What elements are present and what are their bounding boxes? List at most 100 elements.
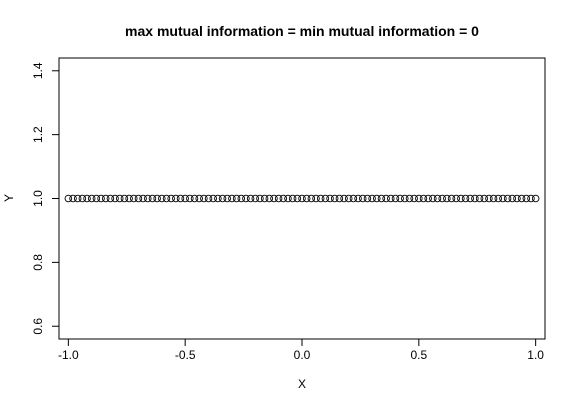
- data-point: [274, 194, 283, 203]
- data-point: [125, 194, 133, 203]
- data-point: [92, 194, 101, 203]
- data-point: [485, 194, 493, 203]
- x-tick-label: 0.5: [410, 348, 427, 362]
- data-point: [64, 194, 73, 203]
- data-point: [288, 194, 297, 203]
- data-point: [405, 194, 414, 203]
- y-tick-label: 0.6: [31, 318, 45, 335]
- data-point: [200, 194, 208, 203]
- data-point: [87, 194, 96, 203]
- data-point: [326, 194, 334, 203]
- data-point: [279, 194, 288, 203]
- data-point: [452, 194, 460, 203]
- data-point: [373, 194, 381, 203]
- data-point: [162, 194, 171, 203]
- data-point: [480, 194, 489, 203]
- data-point: [508, 194, 517, 203]
- data-point: [139, 194, 147, 203]
- data-point: [447, 194, 456, 203]
- data-point: [106, 194, 115, 203]
- data-point: [377, 194, 386, 203]
- data-point: [83, 194, 91, 203]
- data-point: [293, 194, 302, 203]
- x-axis-label: X: [298, 377, 306, 391]
- data-point: [115, 194, 124, 203]
- data-point: [513, 194, 521, 203]
- data-point: [214, 194, 222, 203]
- plot-area-frame: [58, 57, 546, 340]
- data-point: [78, 194, 87, 203]
- data-point: [144, 194, 152, 203]
- data-point: [489, 194, 498, 203]
- data-point: [307, 194, 316, 203]
- data-point: [237, 194, 245, 203]
- data-point: [228, 194, 236, 203]
- y-tick-label: 1.4: [31, 62, 45, 79]
- data-point: [340, 194, 348, 203]
- data-point: [190, 194, 199, 203]
- data-point: [344, 194, 353, 203]
- data-point: [298, 194, 306, 203]
- data-point: [359, 194, 367, 203]
- x-tick-label: -0.5: [175, 348, 196, 362]
- y-tick-label: 1.0: [31, 190, 45, 207]
- x-tick-label: -1.0: [58, 348, 79, 362]
- data-point: [457, 194, 465, 203]
- chart-title: max mutual information = min mutual info…: [125, 23, 479, 39]
- data-point: [218, 194, 227, 203]
- data-point: [396, 194, 404, 203]
- data-point: [101, 194, 110, 203]
- data-point: [349, 194, 358, 203]
- data-point: [335, 194, 344, 203]
- data-point: [246, 194, 255, 203]
- data-point: [176, 194, 185, 203]
- data-point: [424, 194, 432, 203]
- data-point: [517, 194, 526, 203]
- data-point: [242, 194, 250, 203]
- data-point: [368, 194, 376, 203]
- data-point: [260, 194, 269, 203]
- data-point: [158, 194, 166, 203]
- data-point: [461, 194, 470, 203]
- data-point: [330, 194, 339, 203]
- data-point: [69, 194, 77, 203]
- data-point: [527, 194, 535, 203]
- data-point: [321, 194, 330, 203]
- data-point: [195, 194, 203, 203]
- data-point: [265, 194, 274, 203]
- data-point: [443, 194, 451, 203]
- y-tick-label: 1.2: [31, 126, 45, 143]
- data-point: [503, 194, 512, 203]
- y-axis-label: Y: [2, 194, 16, 202]
- data-point: [433, 194, 442, 203]
- x-tick-label: 1.0: [527, 348, 544, 362]
- data-point: [209, 194, 217, 203]
- data-point: [382, 194, 390, 203]
- data-point: [312, 194, 320, 203]
- data-point: [354, 194, 362, 203]
- data-point: [153, 194, 161, 203]
- data-point: [111, 194, 119, 203]
- data-point: [391, 194, 400, 203]
- data-points: [64, 194, 540, 203]
- data-point: [363, 194, 372, 203]
- data-point: [73, 194, 82, 203]
- data-point: [130, 194, 138, 203]
- data-point: [232, 194, 241, 203]
- data-point: [419, 194, 428, 203]
- data-point: [471, 194, 479, 203]
- data-point: [475, 194, 484, 203]
- data-point: [172, 194, 180, 203]
- data-point: [415, 194, 423, 203]
- data-point: [204, 194, 213, 203]
- data-point: [522, 194, 531, 203]
- data-point: [531, 194, 540, 203]
- data-point: [438, 194, 446, 203]
- data-point: [167, 194, 175, 203]
- data-point: [270, 194, 278, 203]
- data-point: [284, 194, 292, 203]
- data-point: [499, 194, 507, 203]
- data-point: [494, 194, 503, 203]
- data-point: [387, 194, 395, 203]
